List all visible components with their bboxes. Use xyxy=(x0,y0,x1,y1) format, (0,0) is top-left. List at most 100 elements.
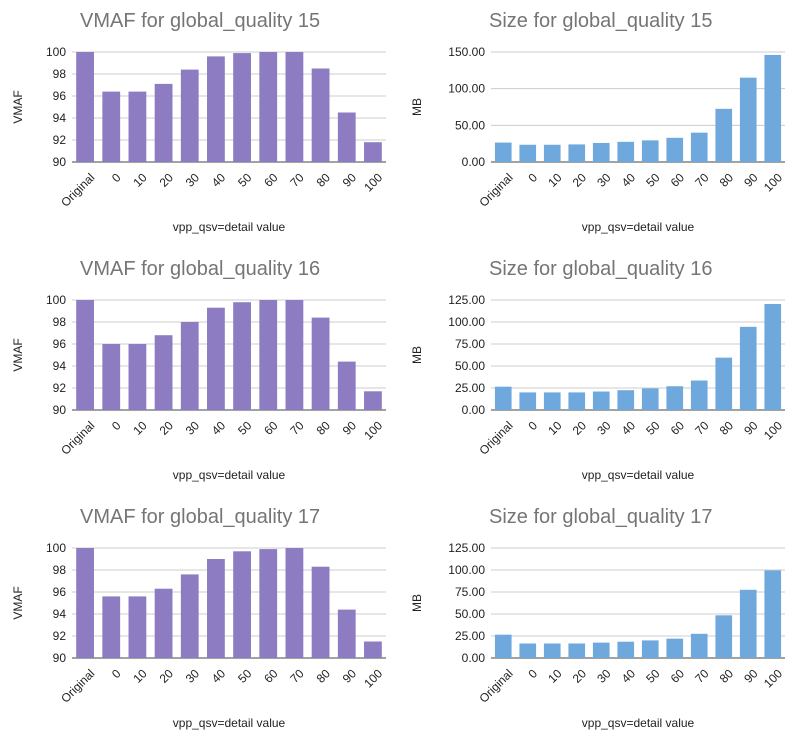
y-tick-label: 100 xyxy=(46,45,66,59)
bar-40 xyxy=(617,390,635,410)
y-tick-label: 100.00 xyxy=(448,315,485,329)
x-tick-label: 20 xyxy=(570,170,590,190)
x-tick-label: 30 xyxy=(594,666,614,686)
x-tick-label: 70 xyxy=(287,418,307,438)
chart-plot: 90 92 94 96 98 100 Original 0 10 20 30 40 50 60 70 80 90… xyxy=(46,45,386,210)
x-tick-label: 20 xyxy=(157,170,177,190)
bar-10 xyxy=(543,392,561,410)
bar-30 xyxy=(180,69,199,162)
x-tick-label: 30 xyxy=(594,418,614,438)
y-tick-label: 90 xyxy=(53,155,67,169)
x-tick-label: 10 xyxy=(130,666,150,686)
x-tick-label: 90 xyxy=(741,170,761,190)
y-tick-label: 90 xyxy=(53,651,67,665)
x-tick-label: 50 xyxy=(235,666,255,686)
x-tick-label: 80 xyxy=(314,666,334,686)
x-tick-label: 70 xyxy=(692,170,712,190)
chart-plot: 90 92 94 96 98 100 Original 0 10 20 30 40 50 60 70 80 90… xyxy=(46,293,386,458)
bar-30 xyxy=(180,574,199,658)
y-tick-label: 100 xyxy=(46,293,66,307)
x-tick-label: 10 xyxy=(545,418,565,438)
y-tick-label: 94 xyxy=(53,607,67,621)
bar-70 xyxy=(690,132,708,162)
size-chart-gq15: Size for global_quality 15 0.00 50.00 100.… xyxy=(399,0,798,248)
bar-20 xyxy=(568,643,586,658)
y-tick-label: 90 xyxy=(53,403,67,417)
bar-50 xyxy=(641,640,659,658)
y-tick-label: 75.00 xyxy=(455,337,485,351)
bar-10 xyxy=(543,144,561,162)
x-tick-label: 50 xyxy=(235,170,255,190)
bar-50 xyxy=(233,53,251,162)
chart-title: VMAF for global_quality 15 xyxy=(80,10,321,32)
x-tick-label: 30 xyxy=(594,170,614,190)
chart-title: Size for global_quality 17 xyxy=(489,506,713,528)
x-tick-label: 20 xyxy=(570,666,590,686)
bar-60 xyxy=(666,386,684,410)
y-tick-label: 92 xyxy=(53,133,67,147)
y-tick-label: 98 xyxy=(53,67,67,81)
chart-title: Size for global_quality 16 xyxy=(489,258,713,280)
x-tick-label: 10 xyxy=(545,666,565,686)
bar-50 xyxy=(641,140,659,162)
bar-70 xyxy=(285,52,304,162)
y-tick-label: 96 xyxy=(53,89,67,103)
x-tick-label: 50 xyxy=(643,666,663,686)
x-tick-label: 20 xyxy=(570,418,590,438)
x-tick-label: 40 xyxy=(209,170,229,190)
x-tick-label: 70 xyxy=(287,170,307,190)
bar-Original xyxy=(494,142,512,162)
bar-Original xyxy=(494,386,512,410)
bar-80 xyxy=(311,68,330,162)
x-axis-label: vpp_qsv=detail value xyxy=(581,220,695,234)
bar-20 xyxy=(154,588,173,658)
y-axis-label: MB xyxy=(410,346,424,364)
bar-Original xyxy=(76,52,94,162)
bar-50 xyxy=(233,302,251,410)
x-tick-label: 80 xyxy=(314,170,334,190)
bar-Original xyxy=(76,300,94,410)
bar-20 xyxy=(568,144,586,162)
bar-70 xyxy=(690,380,708,410)
x-tick-label: 60 xyxy=(261,418,281,438)
bar-90 xyxy=(337,609,356,658)
bar-30 xyxy=(180,322,199,410)
x-axis-label: vpp_qsv=detail value xyxy=(172,716,286,730)
x-tick-label: 90 xyxy=(340,170,360,190)
y-axis-label: VMAF xyxy=(11,90,25,124)
y-tick-label: 125.00 xyxy=(448,293,485,307)
bar-10 xyxy=(128,596,147,658)
bar-10 xyxy=(128,344,147,410)
y-axis-label: MB xyxy=(410,98,424,116)
bar-20 xyxy=(154,335,173,410)
x-tick-label: Original xyxy=(58,170,97,209)
x-tick-label: 80 xyxy=(314,418,334,438)
y-tick-label: 98 xyxy=(53,315,67,329)
x-tick-label: 90 xyxy=(340,666,360,686)
x-tick-label: 60 xyxy=(261,666,281,686)
x-tick-label: 40 xyxy=(619,418,639,438)
bar-30 xyxy=(592,642,610,658)
bar-90 xyxy=(739,326,757,410)
y-tick-label: 100.00 xyxy=(448,82,485,96)
x-tick-label: 40 xyxy=(619,666,639,686)
x-tick-label: 100 xyxy=(361,170,385,194)
x-tick-label: 50 xyxy=(235,418,255,438)
x-tick-label: 0 xyxy=(109,170,124,185)
x-tick-label: Original xyxy=(58,418,97,457)
vmaf-chart-gq16: VMAF for global_quality 16 90 92 94 96 98 100… xyxy=(0,248,399,496)
bar-100 xyxy=(764,54,782,162)
bar-0 xyxy=(519,643,537,658)
bar-80 xyxy=(715,615,733,658)
y-tick-label: 96 xyxy=(53,585,67,599)
bar-40 xyxy=(207,559,225,658)
bar-70 xyxy=(690,633,708,658)
x-tick-label: 0 xyxy=(109,418,124,433)
y-tick-label: 94 xyxy=(53,359,67,373)
x-tick-label: 10 xyxy=(130,170,150,190)
y-axis-label: VMAF xyxy=(11,586,25,620)
x-tick-label: Original xyxy=(476,170,515,209)
x-tick-label: 60 xyxy=(668,418,688,438)
vmaf-chart-gq15: VMAF for global_quality 15 90 92 94 96 98 100… xyxy=(0,0,399,248)
y-tick-label: 0.00 xyxy=(462,651,486,665)
